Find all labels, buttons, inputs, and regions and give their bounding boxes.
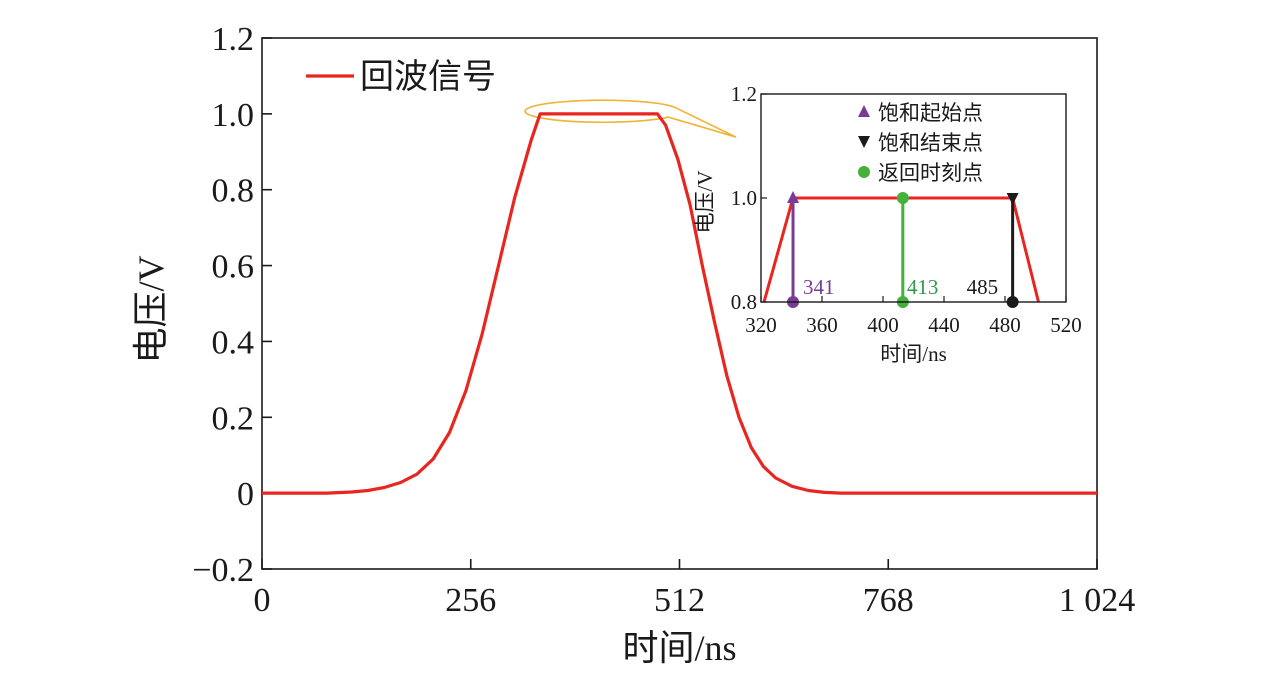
inset-plot-frame <box>760 93 1067 303</box>
inset-y-ticks: 0.8 1.0 1.2 <box>731 82 767 314</box>
inset-legend-label: 饱和结束点 <box>878 131 983 155</box>
inset-x-tick-label: 400 <box>867 313 899 337</box>
inset-x-axis-label: 时间/ns <box>880 342 947 366</box>
main-y-tick-label: 0 <box>237 476 254 513</box>
main-y-tick-label: 0.2 <box>212 400 255 437</box>
main-chart: 0 256 512 768 1 024 −0.200.20.40.60.81.01.2 … <box>131 21 1135 668</box>
inset-x-tick-label: 360 <box>806 313 838 337</box>
legend-label-echo-signal: 回波信号 <box>360 58 496 96</box>
inset-legend-label: 饱和起始点 <box>878 101 983 125</box>
marker-value-label: 485 <box>967 275 999 299</box>
main-y-tick-label: 0.8 <box>212 173 255 210</box>
main-x-tick-label: 0 <box>254 582 271 619</box>
main-y-tick-label: 1.0 <box>212 97 255 134</box>
inset-y-tick-label: 1.0 <box>731 186 757 210</box>
marker-value-label: 413 <box>907 275 939 299</box>
main-y-tick-label: 0.6 <box>212 249 255 286</box>
inset-x-tick-label: 480 <box>989 313 1021 337</box>
inset-y-axis-label: 电压/V <box>693 171 717 234</box>
inset-legend-label: 返回时刻点 <box>878 161 983 185</box>
main-x-tick-label: 768 <box>863 582 914 619</box>
legend-symbol-triangle-down <box>858 136 870 148</box>
marker-top-triangle-down <box>1006 193 1019 205</box>
main-y-axis-label: 电压/V <box>131 255 171 363</box>
main-x-tick-label: 256 <box>445 582 496 619</box>
main-x-tick-label: 1 024 <box>1059 582 1136 619</box>
legend-symbol-triangle-up <box>858 105 870 117</box>
inset-x-tick-label: 520 <box>1050 313 1082 337</box>
inset-markers: 341 485 413 <box>787 191 1019 308</box>
inset-x-tick-label: 440 <box>928 313 960 337</box>
zoom-callout <box>524 99 737 138</box>
main-x-axis-label: 时间/ns <box>622 628 736 668</box>
echo-signal-line <box>262 112 1097 495</box>
callout-ellipse <box>524 99 737 138</box>
marker-top-triangle-up <box>787 191 800 203</box>
inset-x-ticks: 320 360 400 440 480 520 <box>745 296 1082 337</box>
main-y-tick-label: −0.2 <box>192 552 254 589</box>
marker-top-dot <box>896 192 909 204</box>
main-y-tick-label: 1.2 <box>212 21 255 58</box>
main-x-tick-label: 512 <box>654 582 705 619</box>
inset-x-tick-label: 320 <box>745 313 777 337</box>
inset-y-tick-label: 1.2 <box>731 82 757 106</box>
main-y-tick-label: 0.4 <box>212 324 255 361</box>
main-y-ticks: −0.2 0 0.2 0.4 0.6 0.8 1.0 1.2 <box>192 21 272 589</box>
legend-symbol-dot <box>858 166 870 178</box>
inset-y-tick-label: 0.8 <box>731 290 757 314</box>
main-x-ticks: 0 256 512 768 1 024 <box>254 559 1136 619</box>
inset-chart: 320 360 400 440 480 520 0.8 1.0 1.2 341 485 413 饱… <box>693 82 1082 366</box>
marker-value-label: 341 <box>803 275 835 299</box>
